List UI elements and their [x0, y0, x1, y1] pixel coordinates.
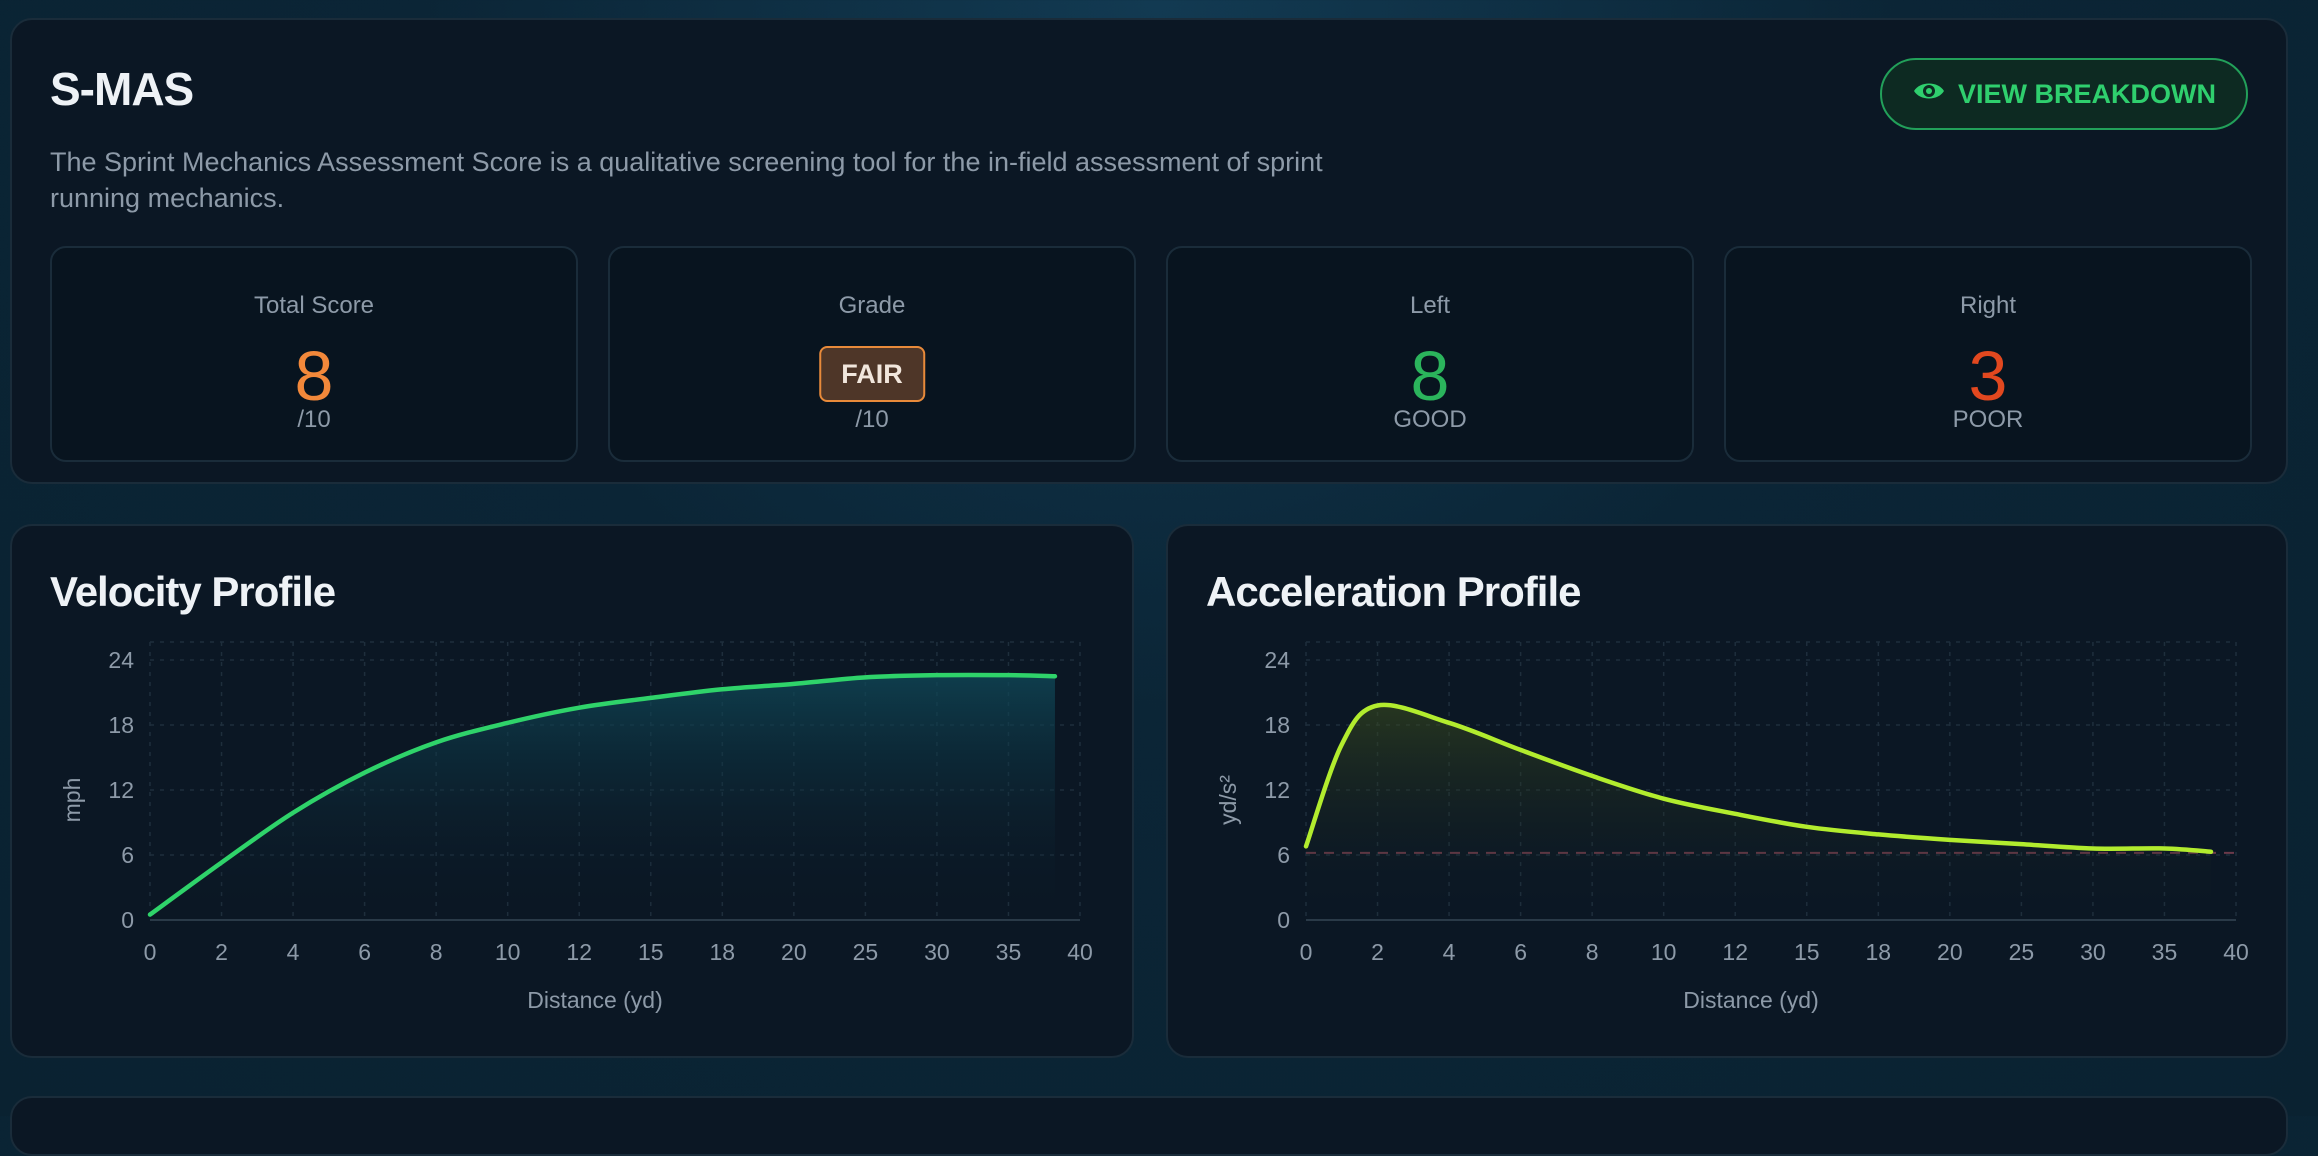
acceleration-line [1303, 702, 2214, 854]
velocity-profile-title: Velocity Profile [50, 568, 336, 615]
acceleration-area [1306, 704, 2211, 920]
x-tick-label: 10 [1651, 939, 1677, 965]
smas-panel: S-MAS The Sprint Mechanics Assessment Sc… [10, 18, 2288, 484]
left-score-label: Left [1409, 292, 1451, 319]
x-tick-label: 4 [1443, 939, 1456, 965]
total-score-label: Total Score [253, 292, 375, 319]
grade-sub: /10 [855, 406, 889, 433]
velocity-profile-panel: Velocity Profile 0 6 12 18 24 0 2 4 6 8 10 12 15 18 20… [10, 524, 1134, 1058]
x-tick-label: 30 [924, 939, 950, 965]
grade-label: Grade [838, 292, 906, 319]
acceleration-profile-panel: Acceleration Profile 0 6 12 18 24 0 2 4 6 8 10 12 15… [1166, 524, 2288, 1058]
y-tick-label: 0 [121, 907, 134, 933]
y-tick-label: 18 [108, 712, 134, 738]
smas-description: The Sprint Mechanics Assessment Score is… [50, 147, 1323, 213]
x-tick-label: 20 [1937, 939, 1963, 965]
x-tick-label: 0 [144, 939, 157, 965]
x-tick-label: 18 [1866, 939, 1892, 965]
x-tick-label: 40 [1067, 939, 1093, 965]
y-tick-label: 6 [121, 842, 134, 868]
x-tick-label: 10 [495, 939, 521, 965]
total-score-sub: /10 [297, 406, 331, 433]
x-tick-label: 2 [1371, 939, 1384, 965]
x-tick-label: 40 [2223, 939, 2249, 965]
x-tick-label: 12 [1722, 939, 1748, 965]
velocity-line [147, 672, 1058, 917]
y-tick-label: 0 [1277, 907, 1290, 933]
x-tick-label: 6 [358, 939, 371, 965]
view-breakdown-button[interactable]: VIEW BREAKDOWN [1880, 58, 2248, 130]
x-tick-label: 35 [2152, 939, 2178, 965]
y-tick-label: 18 [1264, 712, 1290, 738]
x-tick-label: 8 [1586, 939, 1599, 965]
x-tick-label: 2 [215, 939, 228, 965]
y-axis-label: mph [59, 778, 85, 823]
y-tick-label: 24 [108, 647, 134, 673]
smas-title: S-MAS [50, 63, 194, 115]
x-tick-label: 15 [638, 939, 664, 965]
right-score-card: Right 3 POOR [1724, 246, 2252, 462]
x-axis-label: Distance (yd) [527, 987, 662, 1013]
acceleration-profile-title: Acceleration Profile [1206, 568, 1581, 615]
y-tick-label: 12 [1264, 777, 1290, 803]
x-tick-label: 0 [1300, 939, 1313, 965]
x-tick-label: 6 [1514, 939, 1527, 965]
right-score-sub: POOR [1952, 406, 2024, 433]
right-score-value: 3 [1968, 337, 2008, 415]
x-axis-label: Distance (yd) [1683, 987, 1818, 1013]
eye-icon [1912, 79, 1946, 110]
grade-badge: FAIR [819, 346, 925, 402]
x-tick-label: 8 [430, 939, 443, 965]
velocity-area [150, 674, 1055, 920]
left-score-value: 8 [1410, 337, 1450, 415]
x-tick-label: 25 [2009, 939, 2035, 965]
y-axis-label: yd/s² [1215, 775, 1241, 825]
x-tick-label: 15 [1794, 939, 1820, 965]
grade-card: Grade FAIR /10 [608, 246, 1136, 462]
x-tick-label: 25 [853, 939, 879, 965]
x-tick-label: 30 [2080, 939, 2106, 965]
x-tick-label: 20 [781, 939, 807, 965]
right-score-label: Right [1959, 292, 2017, 319]
x-tick-label: 12 [566, 939, 592, 965]
y-tick-label: 12 [108, 777, 134, 803]
x-tick-label: 18 [710, 939, 736, 965]
next-panel [10, 1096, 2288, 1156]
view-breakdown-label: VIEW BREAKDOWN [1958, 78, 2216, 109]
total-score-value: 8 [294, 337, 334, 415]
x-tick-label: 35 [996, 939, 1022, 965]
total-score-card: Total Score 8 /10 [50, 246, 578, 462]
x-tick-label: 4 [287, 939, 300, 965]
y-tick-label: 24 [1264, 647, 1290, 673]
left-score-sub: GOOD [1393, 406, 1467, 433]
y-tick-label: 6 [1277, 842, 1290, 868]
left-score-card: Left 8 GOOD [1166, 246, 1694, 462]
